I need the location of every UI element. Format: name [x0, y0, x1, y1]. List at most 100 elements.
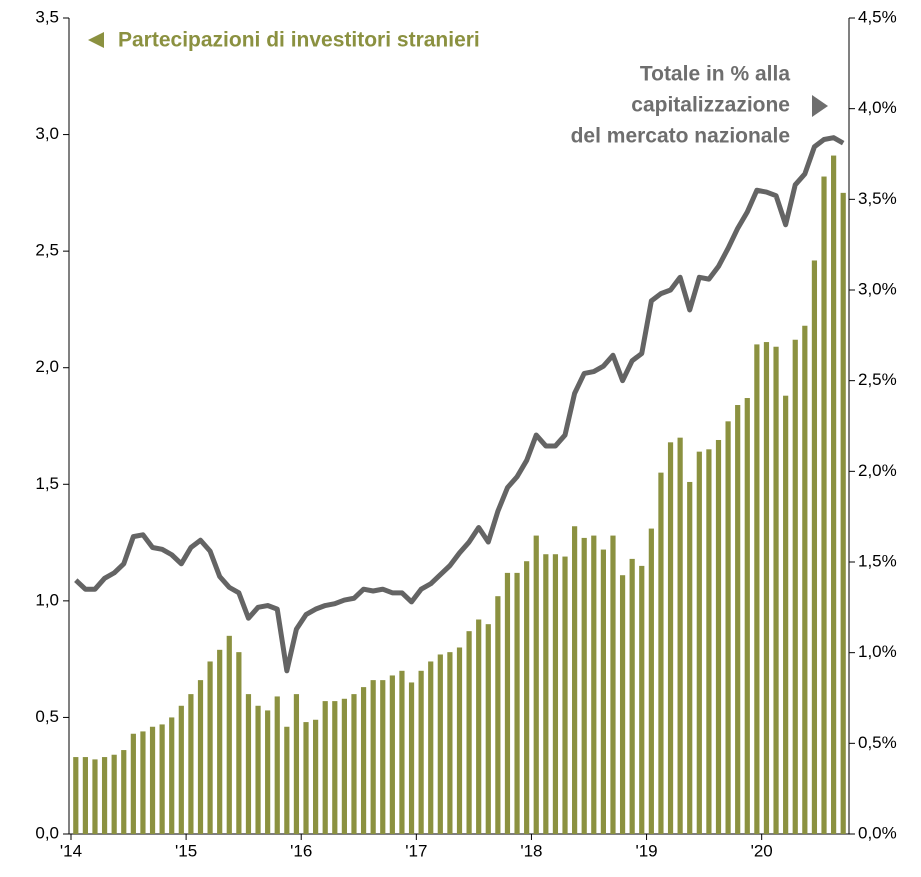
bar [169, 717, 175, 834]
y2-tick-label: 2,5% [858, 370, 897, 389]
y-tick-label: 1,5 [35, 474, 59, 493]
bar [811, 260, 818, 834]
x-tick-label: '16 [290, 841, 312, 860]
y-tick-label: 3,0 [35, 124, 59, 143]
bar [130, 733, 136, 834]
bar [610, 535, 616, 834]
bar [284, 726, 290, 834]
bar [543, 554, 549, 834]
y2-tick-label: 4,0% [858, 98, 897, 117]
bar [82, 757, 88, 834]
bar [408, 682, 415, 834]
bar [552, 554, 559, 834]
bar [562, 556, 568, 834]
bar [92, 759, 98, 834]
y2-tick-label: 4,5% [858, 7, 897, 26]
bar [380, 680, 386, 834]
x-tick-label: '17 [405, 841, 427, 860]
bar [687, 481, 693, 834]
y2-tick-label: 0,5% [858, 733, 897, 752]
bar [572, 526, 578, 834]
bar [332, 701, 338, 834]
bar [754, 344, 760, 834]
bar [821, 176, 827, 835]
bar [600, 549, 606, 834]
bar [658, 472, 664, 834]
bar [696, 451, 702, 834]
y2-tick-label: 3,0% [858, 279, 897, 298]
bar [792, 339, 798, 834]
bar [188, 694, 194, 834]
bar [149, 726, 156, 834]
bar [581, 537, 587, 834]
y2-tick-label: 1,0% [858, 642, 897, 661]
bar [255, 705, 261, 834]
y2-tick-label: 3,5% [858, 189, 897, 208]
bar [735, 405, 741, 834]
bar [245, 694, 252, 834]
y-tick-label: 2,5 [35, 241, 59, 260]
bar [217, 649, 223, 834]
bar [715, 439, 722, 834]
bar [744, 398, 750, 834]
y-tick-label: 3,5 [35, 7, 59, 26]
bar [121, 750, 127, 834]
bar [591, 535, 597, 834]
bar [73, 757, 79, 834]
bar [140, 731, 146, 834]
bar [360, 687, 367, 834]
y-tick-label: 0,0 [35, 823, 59, 842]
bar [725, 421, 731, 834]
bar [504, 572, 511, 834]
bar [341, 698, 347, 834]
legend-arrow-left [88, 32, 104, 48]
bar [274, 696, 280, 834]
bar [399, 670, 405, 834]
x-tick-label: '14 [60, 841, 82, 860]
bar [456, 647, 463, 834]
line [74, 135, 845, 674]
annotation: Partecipazioni di investitori stranieri [118, 29, 480, 52]
bar [773, 346, 779, 834]
bar [533, 535, 539, 834]
bar [178, 705, 184, 834]
bar [763, 342, 770, 834]
annotation: del mercato nazionale [571, 125, 790, 148]
bar [831, 155, 837, 834]
bar [495, 596, 501, 834]
x-tick-label: '15 [175, 841, 197, 860]
x-tick-label: '20 [751, 841, 773, 860]
y2-tick-label: 0,0% [858, 823, 897, 842]
bar [466, 631, 472, 834]
bar [303, 722, 309, 834]
bar [101, 757, 108, 834]
y2-tick-label: 1,5% [858, 551, 897, 570]
x-tick-label: '18 [520, 841, 542, 860]
bar [389, 675, 395, 834]
bar [236, 652, 242, 834]
legend-arrow-right [812, 95, 828, 117]
bar [648, 528, 654, 834]
bar [418, 670, 424, 834]
bar [667, 442, 674, 834]
bar [437, 654, 443, 834]
bar [619, 575, 626, 834]
bar [111, 754, 117, 834]
y-tick-label: 1,0 [35, 590, 59, 609]
annotation: Totale in % alla [640, 63, 790, 86]
bar [226, 635, 232, 834]
bar [629, 558, 635, 834]
bar [639, 565, 645, 834]
bar [476, 619, 482, 834]
bar [802, 325, 808, 834]
bar [428, 661, 434, 834]
x-tick-label: '19 [635, 841, 657, 860]
bar [524, 561, 530, 834]
y-tick-label: 0,5 [35, 707, 59, 726]
bar [840, 192, 846, 834]
bar [322, 701, 328, 834]
bar [207, 661, 213, 834]
bar [293, 694, 300, 834]
bar [485, 624, 491, 834]
